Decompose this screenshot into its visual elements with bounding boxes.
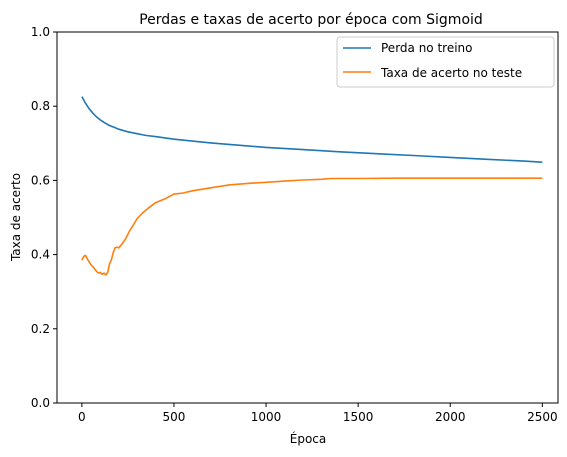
x-axis-label: Época <box>290 431 327 446</box>
x-tick-label: 500 <box>163 410 186 424</box>
y-tick-label: 0.0 <box>31 396 50 410</box>
x-tick-label: 1500 <box>343 410 374 424</box>
x-axis: 0 500 1000 1500 2000 2500 <box>78 403 558 424</box>
y-tick-label: 1.0 <box>31 25 50 39</box>
legend-label-accuracy: Taxa de acerto no teste <box>380 66 522 80</box>
x-tick-label: 1000 <box>251 410 282 424</box>
x-tick-label: 0 <box>78 410 86 424</box>
series-line-loss <box>81 96 543 163</box>
plot-frame <box>56 31 559 404</box>
y-tick-label: 0.2 <box>31 322 50 336</box>
series-line-accuracy <box>81 177 543 276</box>
y-tick-label: 0.4 <box>31 248 50 262</box>
y-tick-label: 0.8 <box>31 99 50 113</box>
x-tick-label: 2500 <box>527 410 558 424</box>
legend-box <box>336 36 555 88</box>
x-tick-label: 2000 <box>435 410 466 424</box>
y-tick-label: 0.6 <box>31 173 50 187</box>
chart-title: Perdas e taxas de acerto por época com S… <box>139 12 483 28</box>
legend-label-loss: Perda no treino <box>381 41 473 55</box>
plot-area <box>81 96 543 276</box>
y-axis-label: Taxa de acerto <box>9 173 23 262</box>
y-axis: 0.0 0.2 0.4 0.6 0.8 1.0 <box>31 25 57 410</box>
legend: Perda no treino Taxa de acerto no teste <box>336 36 555 88</box>
